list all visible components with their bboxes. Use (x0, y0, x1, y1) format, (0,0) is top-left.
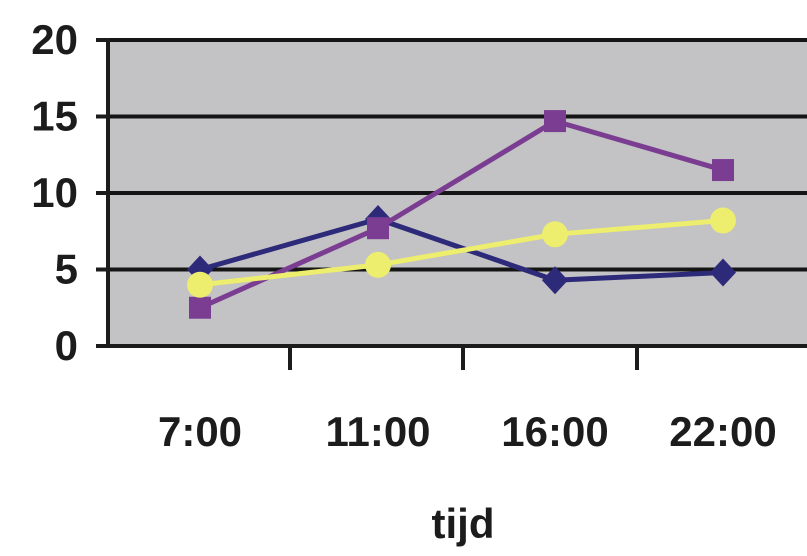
x-tick-label: 16:00 (501, 408, 608, 455)
series-group (187, 110, 736, 319)
series-3-point (365, 251, 391, 278)
series-1-point (710, 258, 736, 287)
y-tick-label: 5 (55, 246, 78, 293)
series-2-point (367, 217, 389, 240)
series-2-point (712, 159, 734, 182)
series-2-point (189, 296, 211, 319)
x-tick-label: 22:00 (669, 408, 776, 455)
series-2-line (198, 118, 724, 311)
y-ticks: 0 5 10 15 20 (31, 16, 108, 369)
series-3-line (199, 218, 724, 288)
x-ticks: 7:00 11:00 16:00 22:00 (158, 346, 777, 455)
series-2 (189, 110, 734, 319)
series-3-point (542, 221, 568, 248)
series-3 (187, 207, 736, 298)
x-tick-label: 7:00 (158, 408, 242, 455)
x-tick-label: 11:00 (325, 408, 430, 455)
series-2-point (544, 110, 566, 133)
y-tick-label: 20 (31, 16, 78, 63)
y-tick-label: 15 (31, 93, 78, 140)
gridlines (108, 38, 807, 272)
y-tick-label: 10 (31, 169, 78, 216)
y-tick-label: 0 (55, 322, 78, 369)
series-3-point (187, 271, 213, 298)
series-1-point (542, 266, 568, 295)
x-axis-title: tijd (432, 500, 495, 547)
series-3-point (710, 207, 736, 234)
